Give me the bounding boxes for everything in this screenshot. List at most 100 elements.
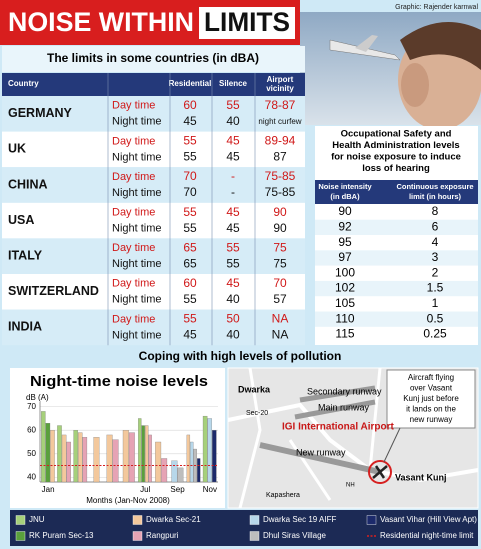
y-tick-label: 50 <box>27 449 36 458</box>
x-tick-label: Nov <box>203 485 217 494</box>
cell: 40 <box>226 292 240 306</box>
cell: 55 <box>183 292 197 306</box>
table-row <box>2 309 305 346</box>
column-header: vicinity <box>266 84 294 93</box>
osha-column-header: limit (in hours) <box>409 192 462 201</box>
table-title-bg <box>2 46 305 72</box>
map-label: Kapashera <box>266 492 300 499</box>
cell: 90 <box>273 205 287 219</box>
period: Night time <box>112 116 162 128</box>
cell: 90 <box>273 221 287 235</box>
osha-row <box>315 250 478 266</box>
osha-title: loss of hearing <box>362 163 430 174</box>
osha-cell: 110 <box>335 311 354 325</box>
cell: 75 <box>273 240 287 254</box>
cell: 55 <box>183 205 197 219</box>
cell: 50 <box>226 312 240 326</box>
cell: 55 <box>226 256 240 270</box>
osha-cell: 92 <box>338 219 352 233</box>
cell: 78-87 <box>265 98 296 112</box>
column-header: Residential <box>169 79 212 88</box>
map-note: over Vasant <box>410 384 453 393</box>
legend-label: Residential night-time limit <box>380 531 474 540</box>
osha-cell: 115 <box>335 327 354 341</box>
bar <box>45 423 51 483</box>
osha-title: Health Administration levels <box>332 140 459 151</box>
bar <box>50 430 55 483</box>
chart-title: Night-time noise levels <box>30 373 208 390</box>
legend-swatch <box>15 531 26 541</box>
cell: 45 <box>226 134 240 148</box>
map-label: Vasant Kunj <box>395 472 447 482</box>
cell: 45 <box>226 276 240 290</box>
osha-cell: 97 <box>338 250 352 264</box>
title: LIMITS <box>204 7 290 37</box>
osha-column-header: Noise intensity <box>318 182 372 191</box>
table-row <box>2 96 305 132</box>
period: Night time <box>112 294 162 306</box>
osha-cell: 95 <box>338 235 352 249</box>
bar <box>202 415 208 483</box>
legend-swatch <box>249 531 260 541</box>
country: GERMANY <box>8 106 73 120</box>
cell: 75-85 <box>265 169 296 183</box>
bar <box>122 430 129 483</box>
cell: 60 <box>183 276 197 290</box>
country: SWITZERLAND <box>8 284 99 298</box>
cell: 45 <box>226 205 240 219</box>
cell: NA <box>272 312 289 326</box>
section-bar <box>0 347 481 367</box>
map-label: IGI International Airport <box>282 422 395 433</box>
cell: 70 <box>183 169 197 183</box>
bar <box>93 437 100 483</box>
bar <box>141 425 145 483</box>
map-label: Sec-20 <box>246 410 268 417</box>
cell: - <box>231 185 235 199</box>
cell: 87 <box>273 150 287 164</box>
cell: 89-94 <box>265 134 296 148</box>
osha-cell: 6 <box>432 219 439 233</box>
bar <box>212 430 217 483</box>
table-row <box>2 274 305 310</box>
credit: Graphic: Rajender karnwal <box>395 4 478 11</box>
legend-label: Dwarka Sec-21 <box>146 515 201 524</box>
bar <box>41 411 46 483</box>
osha-cell: 8 <box>432 204 439 218</box>
x-tick-label: Jan <box>42 485 55 494</box>
osha-title: for noise exposure to induce <box>331 152 461 163</box>
cell: - <box>231 169 235 183</box>
osha-row <box>315 219 478 235</box>
y-tick-label: 70 <box>27 402 36 411</box>
osha-column-header: Continuous exposure <box>396 182 473 191</box>
legend-bg <box>10 510 478 546</box>
osha-cell: 100 <box>335 265 355 279</box>
bar <box>82 437 88 483</box>
osha-bg <box>315 126 478 345</box>
map-label: Secondary runway <box>307 386 382 396</box>
cell: NA <box>272 328 289 342</box>
table-header <box>2 73 305 96</box>
period: Day time <box>112 100 155 112</box>
cell: 45 <box>183 114 197 128</box>
cell: 45 <box>226 150 240 164</box>
legend-swatch <box>249 515 260 525</box>
banner-box <box>199 7 295 39</box>
country: UK <box>8 142 26 156</box>
legend-label: RK Puram Sec-13 <box>29 531 94 540</box>
country: USA <box>8 213 34 227</box>
osha-cell: 90 <box>338 204 352 218</box>
bar <box>186 434 191 483</box>
bar <box>148 434 152 483</box>
osha-cell: 102 <box>335 281 355 295</box>
bar <box>197 458 201 483</box>
bar <box>66 441 71 483</box>
map-note: Kunj just before <box>403 394 459 403</box>
x-tick-label: Sep <box>170 485 185 494</box>
bar <box>161 458 168 483</box>
table-row <box>2 167 305 203</box>
legend-swatch <box>132 515 143 525</box>
bar <box>207 418 212 483</box>
table-row <box>2 131 305 168</box>
cell: 75 <box>273 256 287 270</box>
period: Night time <box>112 151 162 163</box>
